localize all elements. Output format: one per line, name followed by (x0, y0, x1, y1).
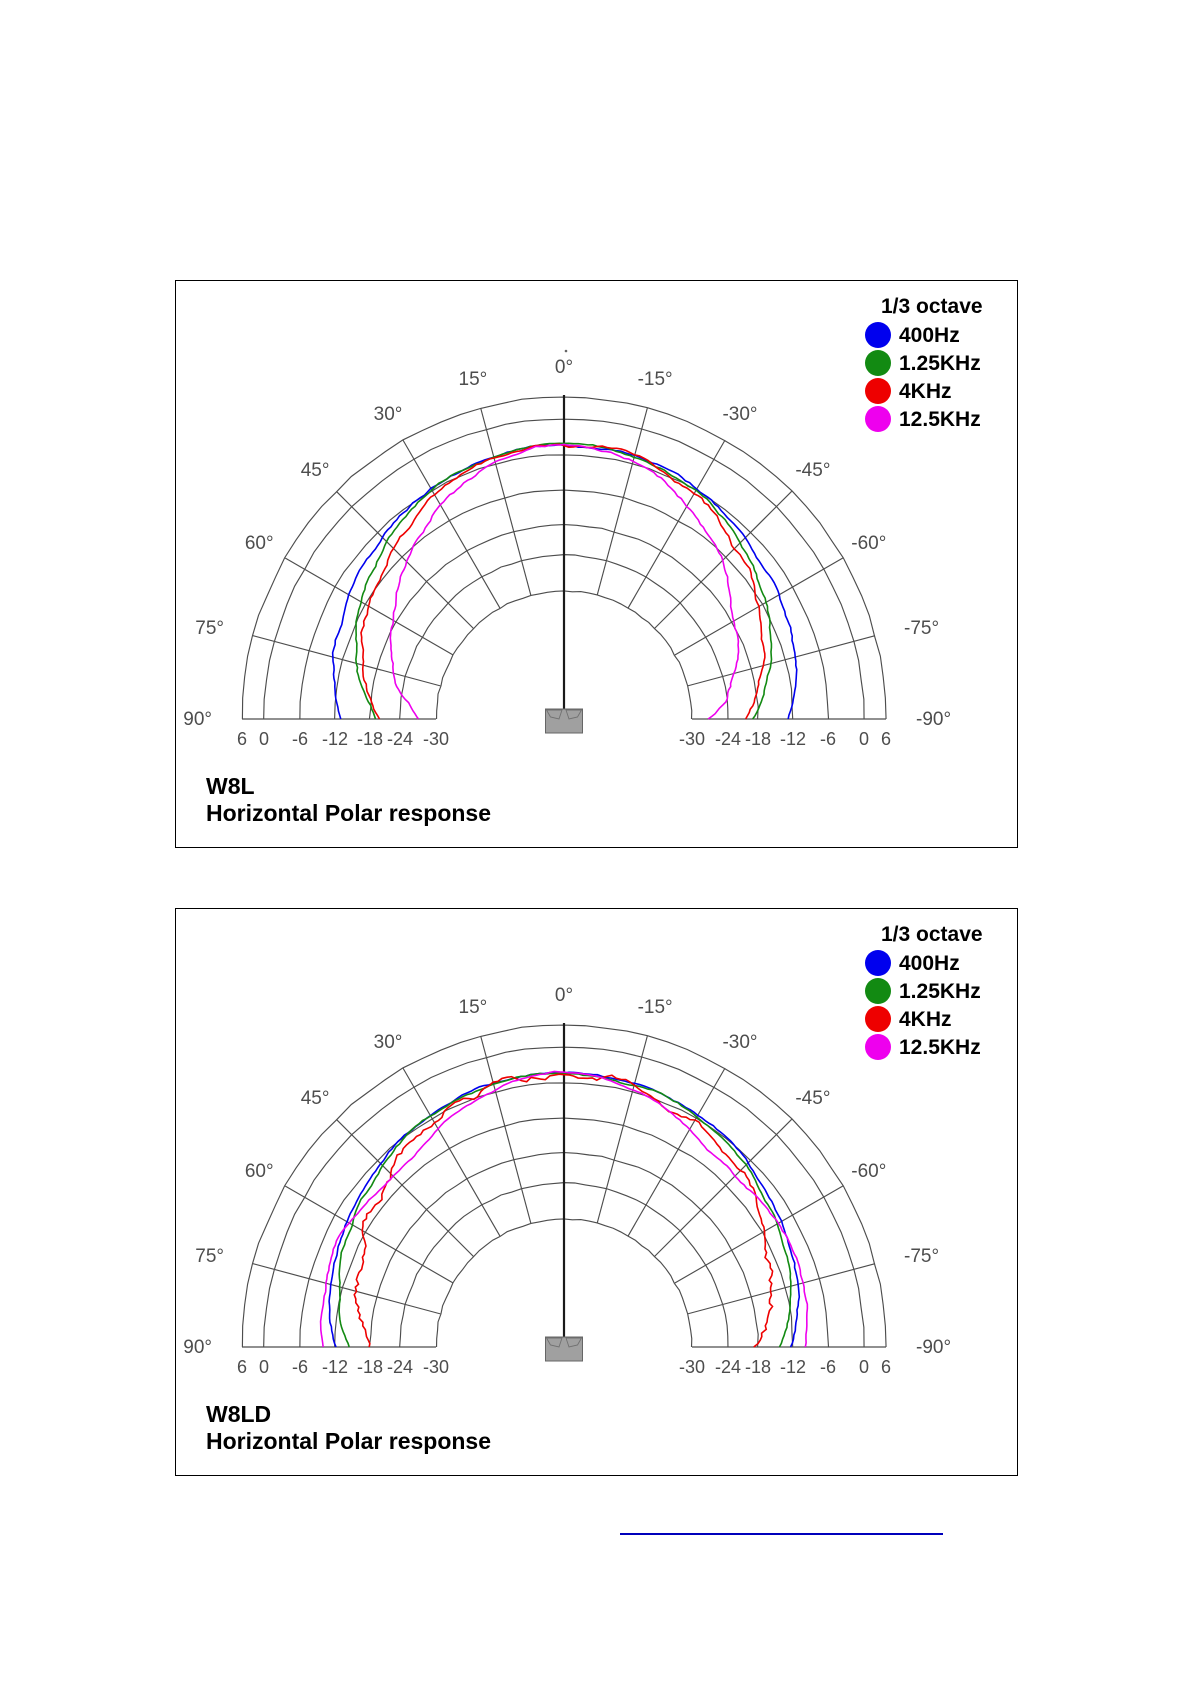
svg-text:-24: -24 (387, 1357, 413, 1377)
svg-text:-45°: -45° (795, 460, 830, 481)
svg-text:-18: -18 (745, 1357, 771, 1377)
svg-text:30°: 30° (374, 1032, 403, 1053)
svg-text:1.25KHz: 1.25KHz (899, 352, 981, 375)
svg-text:Horizontal Polar response: Horizontal Polar response (206, 1428, 491, 1454)
svg-text:-12: -12 (780, 729, 806, 749)
svg-text:W8LD: W8LD (206, 1401, 271, 1427)
svg-text:W8L: W8L (206, 773, 255, 799)
svg-text:6: 6 (237, 729, 247, 749)
svg-text:400Hz: 400Hz (899, 952, 960, 975)
svg-text:0°: 0° (555, 357, 573, 378)
svg-text:4KHz: 4KHz (899, 380, 952, 403)
svg-text:-75°: -75° (904, 1246, 939, 1267)
svg-text:-30: -30 (423, 1357, 449, 1377)
svg-text:-15°: -15° (638, 369, 673, 390)
svg-text:15°: 15° (459, 997, 488, 1018)
svg-text:-90°: -90° (916, 1337, 951, 1358)
svg-text:400Hz: 400Hz (899, 324, 960, 347)
svg-text:1.25KHz: 1.25KHz (899, 980, 981, 1003)
svg-text:-24: -24 (387, 729, 413, 749)
svg-text:75°: 75° (195, 1246, 224, 1267)
svg-text:-30°: -30° (722, 1032, 757, 1053)
svg-text:-30: -30 (679, 1357, 705, 1377)
svg-text:-45°: -45° (795, 1088, 830, 1109)
svg-text:0: 0 (259, 1357, 269, 1377)
svg-text:0: 0 (859, 729, 869, 749)
svg-text:-60°: -60° (851, 533, 886, 554)
svg-text:6: 6 (237, 1357, 247, 1377)
svg-text:-12: -12 (322, 1357, 348, 1377)
svg-text:0: 0 (259, 729, 269, 749)
svg-text:6: 6 (881, 729, 891, 749)
svg-text:Horizontal Polar response: Horizontal Polar response (206, 800, 491, 826)
svg-text:12.5KHz: 12.5KHz (899, 1036, 981, 1059)
svg-text:-6: -6 (292, 729, 308, 749)
svg-text:0: 0 (859, 1357, 869, 1377)
svg-text:12.5KHz: 12.5KHz (899, 408, 981, 431)
svg-text:45°: 45° (301, 1088, 330, 1109)
svg-text:-24: -24 (715, 729, 741, 749)
svg-text:30°: 30° (374, 404, 403, 425)
svg-text:-18: -18 (357, 729, 383, 749)
svg-text:-6: -6 (292, 1357, 308, 1377)
svg-text:-6: -6 (820, 729, 836, 749)
svg-text:1/3 octave: 1/3 octave (881, 923, 983, 946)
svg-text:-30°: -30° (722, 404, 757, 425)
svg-text:6: 6 (881, 1357, 891, 1377)
svg-text:60°: 60° (245, 1161, 274, 1182)
svg-text:-30: -30 (423, 729, 449, 749)
svg-text:0°: 0° (555, 985, 573, 1006)
svg-text:45°: 45° (301, 460, 330, 481)
svg-text:-18: -18 (745, 729, 771, 749)
svg-text:1/3 octave: 1/3 octave (881, 295, 983, 318)
svg-text:-12: -12 (780, 1357, 806, 1377)
svg-text:90°: 90° (183, 1337, 212, 1358)
svg-text:-12: -12 (322, 729, 348, 749)
svg-text:90°: 90° (183, 709, 212, 730)
svg-text:-15°: -15° (638, 997, 673, 1018)
svg-text:4KHz: 4KHz (899, 1008, 952, 1031)
svg-text:-75°: -75° (904, 618, 939, 639)
svg-text:-18: -18 (357, 1357, 383, 1377)
svg-text:60°: 60° (245, 533, 274, 554)
svg-text:-30: -30 (679, 729, 705, 749)
svg-text:-24: -24 (715, 1357, 741, 1377)
svg-text:75°: 75° (195, 618, 224, 639)
svg-text:-60°: -60° (851, 1161, 886, 1182)
svg-text:15°: 15° (459, 369, 488, 390)
svg-text:-90°: -90° (916, 709, 951, 730)
svg-text:-6: -6 (820, 1357, 836, 1377)
